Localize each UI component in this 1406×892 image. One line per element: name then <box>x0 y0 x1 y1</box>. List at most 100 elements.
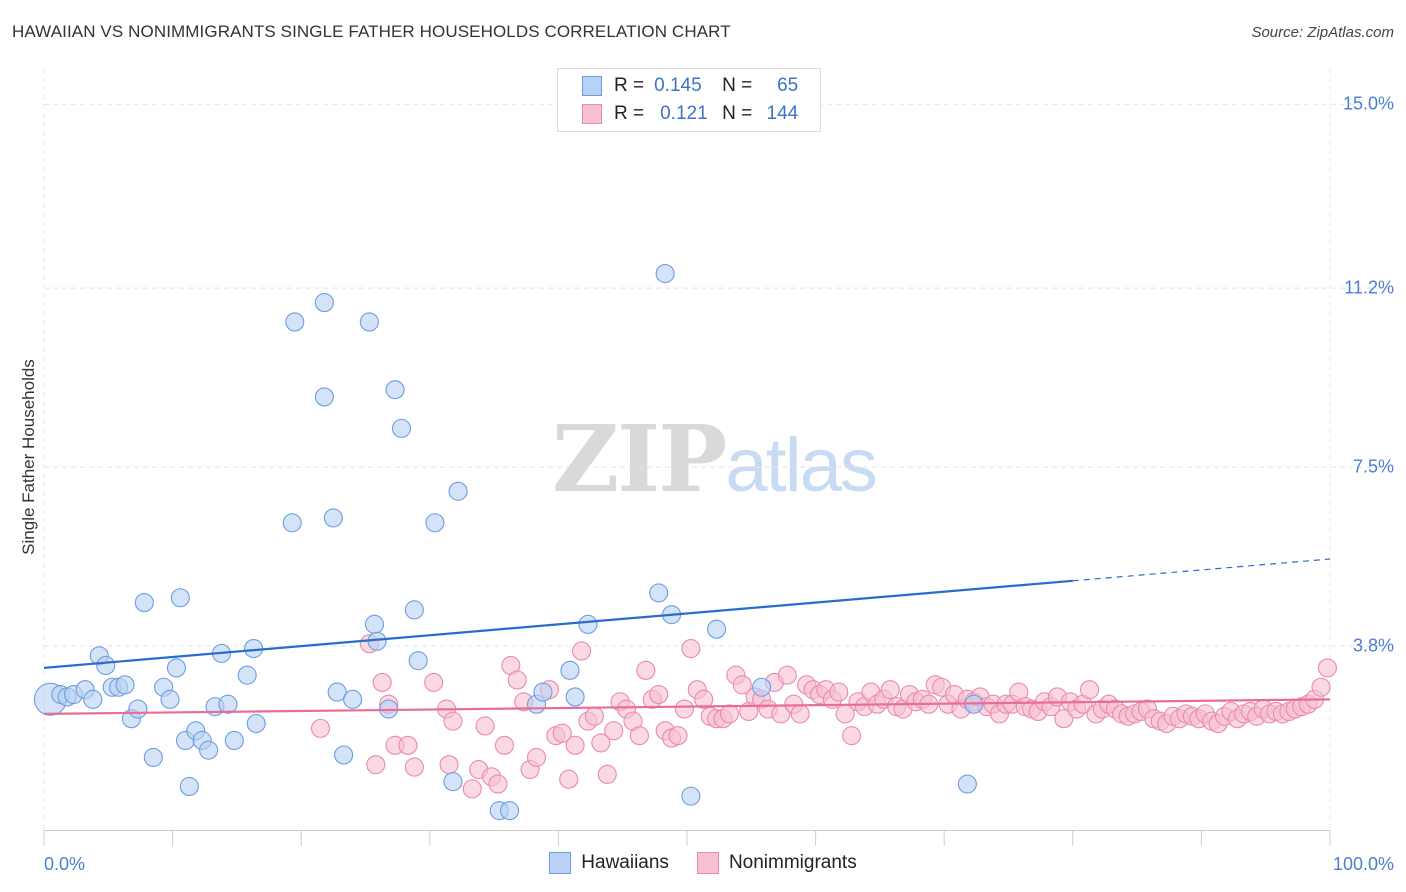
nonimmigrants-point <box>559 769 579 789</box>
nonimmigrants-point <box>681 638 701 659</box>
nonimmigrants-point <box>439 755 459 775</box>
hawaiians-trend-extension <box>1072 558 1331 582</box>
legend-label: Nonimmigrants <box>728 852 857 873</box>
nonimmigrants-point <box>649 684 669 705</box>
y-tick-label: 11.2% <box>1344 277 1394 298</box>
x-tick-label-max: 100.0% <box>1332 854 1394 874</box>
nonimmigrants-point <box>310 718 331 738</box>
hawaiians-trend-line <box>43 579 1073 669</box>
hawaiians-point <box>752 677 772 697</box>
hawaiians-point <box>385 380 405 400</box>
hawaiians-point <box>128 699 148 719</box>
nonimmigrants-swatch <box>696 852 719 874</box>
nonimmigrants-point <box>597 764 617 784</box>
stats-legend: R = 0.145 N = 65 R = 0.121 N = 144 <box>557 68 821 132</box>
y-tick-label: 15.0% <box>1342 93 1394 114</box>
nonimmigrants-point <box>462 779 482 799</box>
hawaiians-point <box>681 786 701 806</box>
hawaiians-point <box>391 418 412 438</box>
hawaiians-point <box>323 508 343 528</box>
nonimmigrants-swatch <box>582 104 602 124</box>
nonimmigrants-point <box>880 680 900 700</box>
hawaiians-swatch <box>549 852 572 874</box>
r-value: 0.121 <box>660 103 708 124</box>
hawaiians-point <box>359 312 379 332</box>
nonimmigrants-point <box>565 735 585 755</box>
source-label: Source: ZipAtlas.com <box>1251 24 1394 41</box>
nonimmigrants-point <box>443 711 463 731</box>
nonimmigrants-point <box>668 726 688 746</box>
hawaiians-point <box>565 687 585 707</box>
hawaiians-point <box>533 682 553 702</box>
nonimmigrants-point <box>1054 709 1074 729</box>
nonimmigrants-point <box>372 672 392 692</box>
hawaiians-point <box>957 774 977 794</box>
hawaiians-point <box>343 689 363 709</box>
hawaiians-point <box>448 481 468 501</box>
hawaiians-point <box>115 675 135 695</box>
legend-row-nonimmigrants: R = 0.121 N = 144 <box>582 103 798 125</box>
legend-label: Hawaiians <box>581 852 669 873</box>
nonimmigrants-point <box>790 704 810 724</box>
hawaiians-point <box>314 293 334 313</box>
nonimmigrants-point <box>424 672 444 692</box>
chart-title: HAWAIIAN VS NONIMMIGRANTS SINGLE FATHER … <box>12 22 731 41</box>
nonimmigrants-point <box>719 704 739 724</box>
hawaiians-point <box>499 801 520 821</box>
nonimmigrants-point <box>571 641 592 661</box>
watermark-zip: ZIP <box>552 405 727 513</box>
hawaiians-point <box>170 588 190 608</box>
nonimmigrants-point <box>829 682 849 702</box>
nonimmigrants-point <box>636 660 656 680</box>
hawaiians-point <box>707 619 727 639</box>
nonimmigrants-point <box>552 723 572 743</box>
nonimmigrants-point <box>526 747 547 767</box>
watermark: ZIPatlas <box>552 405 878 513</box>
hawaiians-point <box>327 682 347 702</box>
hawaiians-point <box>655 263 675 284</box>
hawaiians-point <box>246 713 266 734</box>
r-label: R = <box>614 75 645 96</box>
hawaiians-point <box>282 513 302 533</box>
hawaiians-point <box>237 665 257 685</box>
hawaiians-point <box>179 776 199 797</box>
hawaiians-point <box>143 747 163 767</box>
n-label: N = <box>722 103 753 124</box>
legend-item-nonimmigrants[interactable]: Nonimmigrants <box>696 852 857 874</box>
nonimmigrants-point <box>1079 680 1100 700</box>
nonimmigrants-point <box>694 689 714 709</box>
nonimmigrants-point <box>398 735 418 755</box>
hawaiians-point <box>218 694 238 714</box>
hawaiians-point <box>364 614 385 634</box>
hawaiians-point <box>224 730 244 751</box>
n-label: N = <box>722 75 753 96</box>
y-axis-label: Single Father Households <box>19 359 38 555</box>
hawaiians-point <box>334 745 354 765</box>
hawaiians-swatch <box>582 76 602 96</box>
nonimmigrants-point <box>494 735 514 755</box>
hawaiians-point <box>649 583 669 603</box>
hawaiians-point <box>425 513 445 533</box>
axes <box>43 830 1331 846</box>
legend-row-hawaiians: R = 0.145 N = 65 <box>582 75 798 97</box>
r-value: 0.145 <box>654 75 702 96</box>
watermark-atlas: atlas <box>725 423 878 508</box>
hawaiians-point <box>134 593 154 613</box>
nonimmigrants-point <box>629 726 649 746</box>
hawaiians-point <box>404 600 424 620</box>
nonimmigrants-point <box>777 665 797 685</box>
n-value: 65 <box>777 75 799 96</box>
hawaiians-point <box>166 658 187 678</box>
hawaiians-point <box>443 772 463 792</box>
hawaiians-point <box>578 614 598 634</box>
nonimmigrants-point <box>507 670 527 690</box>
hawaiians-point <box>408 651 428 671</box>
nonimmigrants-point <box>1311 677 1331 697</box>
x-tick-label-min: 0.0% <box>44 854 86 874</box>
y-tick-label: 3.8% <box>1352 635 1394 656</box>
r-label: R = <box>614 103 645 124</box>
legend-item-hawaiians[interactable]: Hawaiians <box>549 852 669 874</box>
nonimmigrants-point <box>674 699 694 719</box>
nonimmigrants-point <box>366 755 386 775</box>
trend-lines <box>43 558 1331 715</box>
